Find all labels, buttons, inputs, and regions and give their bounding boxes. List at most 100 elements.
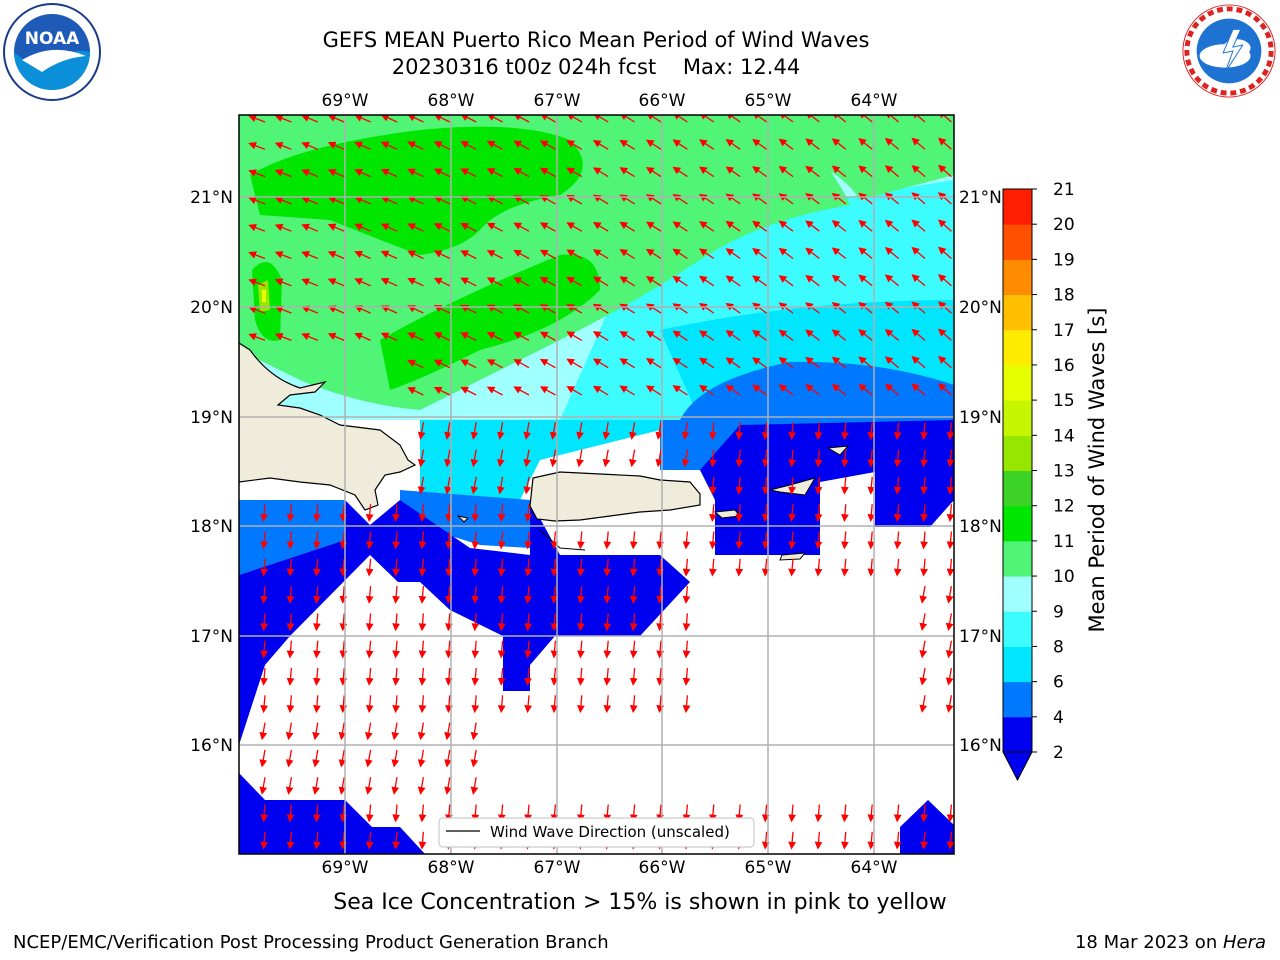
- wind-wave-arrows: [248, 115, 954, 850]
- wind-wave-arrow: [602, 422, 611, 440]
- wind-wave-arrow: [884, 219, 900, 232]
- lon-tick-top: 65°W: [745, 91, 792, 111]
- wind-wave-arrow: [831, 247, 847, 260]
- wind-wave-arrow: [313, 586, 321, 604]
- wind-wave-arrow: [497, 695, 506, 714]
- wind-wave-arrow: [391, 722, 400, 741]
- wind-wave-arrow: [433, 277, 451, 287]
- colorbar-tick-label: 4: [1053, 708, 1064, 728]
- wind-wave-arrow: [445, 667, 453, 686]
- wind-wave-arrow: [603, 804, 612, 823]
- wind-wave-arrow: [946, 531, 954, 550]
- wind-wave-arrow: [460, 115, 477, 123]
- date-label: 18 Mar 2023 on: [1074, 932, 1223, 953]
- lon-tick-bottom: 65°W: [745, 858, 792, 878]
- wind-wave-arrow: [761, 504, 770, 523]
- wind-wave-arrow: [672, 248, 688, 260]
- lon-tick-top: 69°W: [322, 91, 369, 111]
- wind-wave-arrow: [709, 449, 717, 468]
- wind-wave-arrow: [445, 504, 453, 523]
- wind-wave-arrow: [911, 115, 926, 123]
- wind-wave-arrow: [841, 831, 849, 850]
- wind-wave-arrow: [338, 722, 347, 741]
- wind-wave-arrow: [365, 722, 373, 741]
- colorbar-tick-label: 19: [1053, 250, 1075, 270]
- wind-wave-arrow: [301, 196, 319, 205]
- contour-period-2: [239, 500, 690, 745]
- wind-wave-arrow: [937, 192, 952, 205]
- wind-wave-arrow: [937, 273, 952, 287]
- wind-wave-arrow: [433, 223, 451, 232]
- wind-wave-arrow: [911, 137, 926, 150]
- wind-wave-arrow: [699, 166, 715, 178]
- colorbar-segment: [1003, 646, 1032, 683]
- wind-wave-arrow: [761, 558, 770, 577]
- lon-tick-bottom: 67°W: [534, 858, 581, 878]
- wind-wave-arrow: [327, 141, 345, 150]
- wind-wave-arrow: [550, 531, 559, 550]
- wind-wave-arrow: [778, 138, 794, 150]
- wind-wave-arrow: [460, 304, 477, 314]
- wind-wave-arrow: [274, 251, 292, 260]
- wind-wave-arrow: [645, 221, 662, 232]
- wind-wave-arrow: [805, 247, 820, 260]
- wind-wave-arrow: [407, 250, 424, 260]
- wind-wave-arrow: [286, 804, 295, 823]
- wind-wave-arrow: [735, 449, 744, 468]
- colorbar-tick-label: 2: [1053, 743, 1064, 763]
- wind-wave-arrow: [752, 384, 767, 396]
- wind-wave-arrow: [919, 640, 928, 659]
- wind-wave-arrow: [313, 831, 321, 850]
- wind-wave-arrow: [778, 220, 794, 232]
- wind-wave-arrow: [513, 277, 530, 287]
- wind-wave-arrow: [629, 613, 638, 632]
- wind-wave-arrow: [867, 476, 876, 495]
- lon-tick-top: 64°W: [851, 91, 898, 111]
- wind-wave-arrow: [672, 357, 688, 369]
- wind-wave-arrow: [841, 476, 849, 495]
- wind-wave-arrow: [433, 250, 451, 260]
- colorbar-tick-label: 6: [1053, 673, 1064, 693]
- wind-wave-arrow: [380, 305, 398, 314]
- wind-wave-arrow: [445, 531, 453, 550]
- wind-wave-arrow: [629, 640, 638, 659]
- wind-wave-arrow: [418, 586, 427, 604]
- wind-wave-arrow: [392, 531, 401, 550]
- wind-wave-arrow: [285, 722, 294, 741]
- wind-wave-arrow: [339, 531, 348, 550]
- wind-wave-arrow: [407, 141, 424, 150]
- wind-wave-arrow: [911, 274, 926, 287]
- wind-wave-arrow: [592, 167, 609, 178]
- wind-wave-arrow: [603, 640, 612, 659]
- wind-wave-arrow: [709, 804, 717, 823]
- wind-wave-arrow: [354, 332, 371, 341]
- wind-wave-arrow: [629, 667, 638, 686]
- colorbar-segment: [1003, 189, 1032, 225]
- wind-wave-arrow: [513, 249, 530, 260]
- wind-wave-arrow: [577, 586, 585, 604]
- wind-wave-arrow: [725, 384, 741, 396]
- wind-wave-arrow: [539, 140, 556, 150]
- wind-wave-arrow: [259, 722, 268, 741]
- wind-wave-arrow: [550, 586, 559, 604]
- wind-wave-arrow: [752, 166, 767, 178]
- lon-tick-bottom: 64°W: [851, 858, 898, 878]
- wind-wave-arrow: [911, 328, 926, 341]
- wind-wave-arrow: [301, 332, 319, 342]
- wind-wave-arrow: [365, 640, 374, 659]
- wind-wave-arrow: [841, 804, 849, 823]
- wind-wave-arrow: [566, 222, 583, 232]
- wind-wave-arrow: [778, 247, 794, 260]
- wind-wave-arrow: [831, 356, 847, 369]
- wind-wave-arrow: [603, 695, 612, 714]
- wind-wave-arrow: [761, 476, 770, 495]
- wind-wave-arrow: [946, 476, 954, 495]
- wind-wave-arrow: [392, 804, 401, 823]
- wind-wave-arrow: [920, 449, 929, 468]
- contour-period-2-4-band: [680, 361, 954, 420]
- wind-wave-arrow: [788, 476, 797, 495]
- contour-period-10-11: [250, 126, 583, 256]
- wind-wave-arrow: [893, 804, 902, 823]
- wind-wave-arrow: [884, 356, 900, 369]
- wind-wave-arrow: [327, 115, 345, 123]
